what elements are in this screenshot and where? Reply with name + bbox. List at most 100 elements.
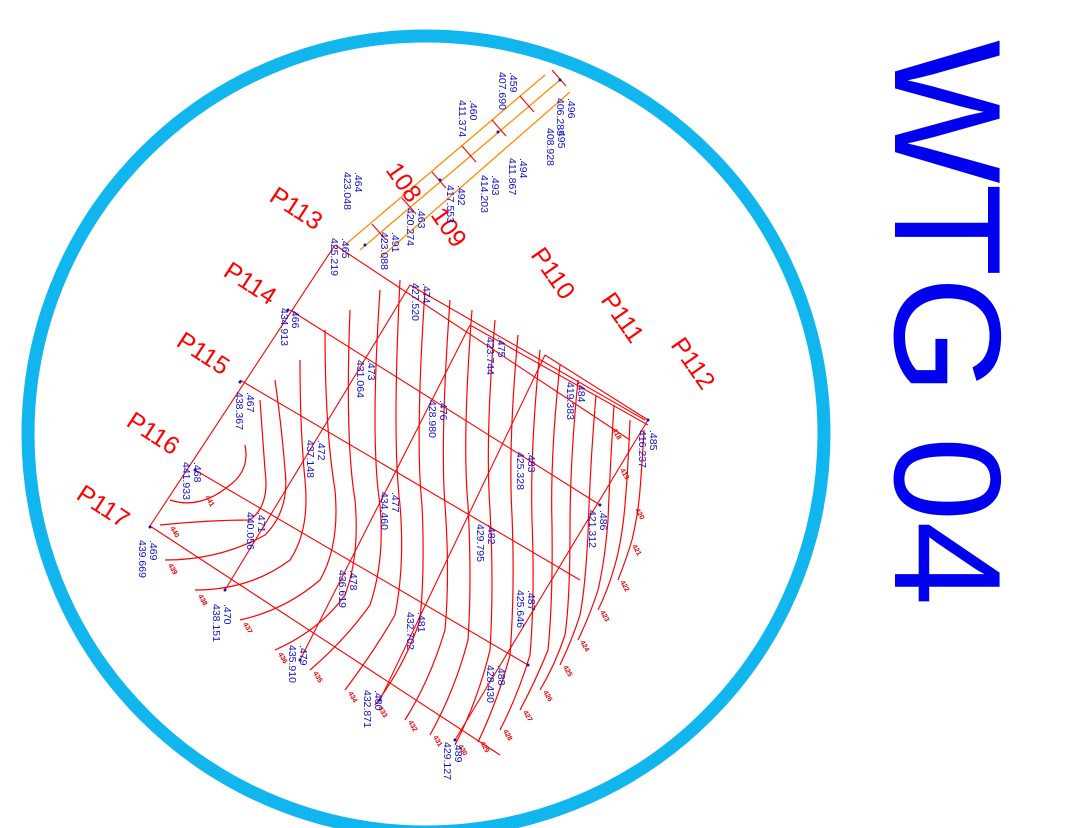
survey-point-elevation: 438.151 [210,604,222,642]
survey-point-elevation: 423.048 [341,172,353,210]
survey-point-elevation: 420.274 [404,208,416,246]
contour-value: 435 [311,671,323,685]
survey-point-elevation: 437.148 [304,440,316,478]
site-boundary-circle [21,29,831,828]
survey-point-id: .495 [555,128,567,149]
contour-value: 418 [610,428,622,442]
survey-point-elevation: 428.980 [426,400,438,438]
survey-point-elevation: 441.933 [180,462,192,500]
contour-value: 433 [376,706,388,720]
survey-point-id: .480 [372,690,384,711]
survey-point-elevation: 431.064 [354,360,366,398]
contour-value: 432 [406,720,418,734]
survey-point-id: .496 [565,98,577,119]
profile-label-p112: P112 [665,332,720,394]
survey-point-elevation: 432.702 [404,612,416,650]
survey-point-id: .483 [525,452,537,473]
survey-point-elevation: 411.867 [506,158,518,195]
contour-value-labels: 441 440 439 438 437 436 435 434 433 432 431 430 429 4… [166,428,645,758]
survey-point-elevation: 421.312 [586,510,598,548]
contour-value: 429 [478,741,490,755]
access-road [344,69,571,259]
survey-point-id: .477 [389,492,401,513]
survey-point-elevation: 434.460 [378,492,390,530]
survey-point-id: .463 [415,208,427,229]
survey-point-id: .467 [244,392,256,413]
contour-value: 437 [241,622,253,636]
survey-point-elevation: 429.127 [441,742,453,780]
contour-value: 439 [166,563,178,577]
survey-point-id: .465 [339,238,351,259]
survey-point-id: .494 [517,158,529,179]
survey-point-elevation: 408.928 [544,128,556,166]
survey-point-id: .460 [467,100,479,121]
survey-point-id: .459 [507,72,519,93]
survey-point-elevation: 438.367 [233,392,245,430]
contour-value: 438 [196,594,208,608]
survey-point-elevation: 411.374 [456,100,468,137]
survey-point-elevation: 432.871 [361,690,373,728]
contour-value: 436 [276,652,288,666]
survey-point-id: .486 [597,510,609,531]
survey-point-id: .489 [452,742,464,763]
survey-point-elevation: 417.553 [444,185,456,223]
survey-point-id: .473 [365,360,377,381]
survey-point-id: .482 [485,524,497,545]
survey-point-id: .475 [495,337,507,358]
profile-label-p111: P111 [595,287,649,348]
survey-point-id: .471 [255,512,267,533]
profile-label-p110: P110 [525,242,580,304]
survey-point-id: .478 [347,570,359,591]
contour-value: 427 [521,710,533,724]
survey-point-elevation: 407.690 [496,72,508,110]
survey-point-id: .487 [525,590,537,611]
contour-value: 420 [633,508,645,522]
survey-point-elevation: 439.669 [136,540,148,578]
survey-point-elevation: 425.328 [514,452,526,490]
contour-value: 441 [203,495,215,509]
survey-point-elevation: 429.795 [474,524,486,562]
survey-point-id: .469 [147,540,159,561]
survey-point-elevation: 434.913 [278,308,290,346]
profile-label-108: 108 [380,157,427,207]
contour-value: 422 [618,580,630,594]
wtg-title: WTG 04 [862,40,1032,606]
contour-value: 426 [541,690,553,704]
survey-point-elevation: 423.744 [484,337,496,375]
survey-point-elevation: 435.910 [286,645,298,683]
survey-point-id: .481 [415,612,427,633]
profile-label-p114: P114 [219,257,282,311]
contour-value: 431 [431,735,443,749]
survey-point-elevation: 427.520 [409,283,421,321]
survey-point-id: .491 [389,232,401,253]
profile-label-p115: P115 [172,327,235,381]
survey-point-elevation: 414.203 [478,175,490,213]
survey-point-id: .492 [455,185,467,206]
survey-point-id: .479 [297,645,309,666]
survey-point-elevation: 436.619 [336,570,348,608]
survey-point-elevation: 425.646 [514,590,526,628]
survey-point-id: .470 [221,604,233,625]
survey-point-id: .485 [647,430,659,451]
contour-value: 424 [578,640,590,654]
survey-point-elevation: 423.088 [378,232,390,270]
contour-value: 421 [630,544,642,558]
survey-point-elevation: 428.430 [484,665,496,703]
survey-point-markers [148,78,650,742]
survey-point-elevation: 406.285 [554,98,566,136]
survey-point-labels: .496406.285.459407.690.495408.928.494411… [136,72,659,780]
contour-value: 440 [168,526,180,540]
survey-point-id: .476 [437,400,449,421]
survey-point-id: .464 [352,172,364,193]
survey-plot [148,69,650,756]
survey-point-elevation: 416.237 [636,430,648,468]
survey-point-id: .488 [495,665,507,686]
survey-point-id: .493 [489,175,501,196]
contour-value: 419 [618,468,630,482]
survey-point-id: .468 [191,462,203,483]
survey-point-id: .484 [575,382,587,403]
survey-point-id: .474 [420,283,432,304]
survey-point-id: .466 [289,308,301,329]
contour-value: 430 [456,744,468,758]
